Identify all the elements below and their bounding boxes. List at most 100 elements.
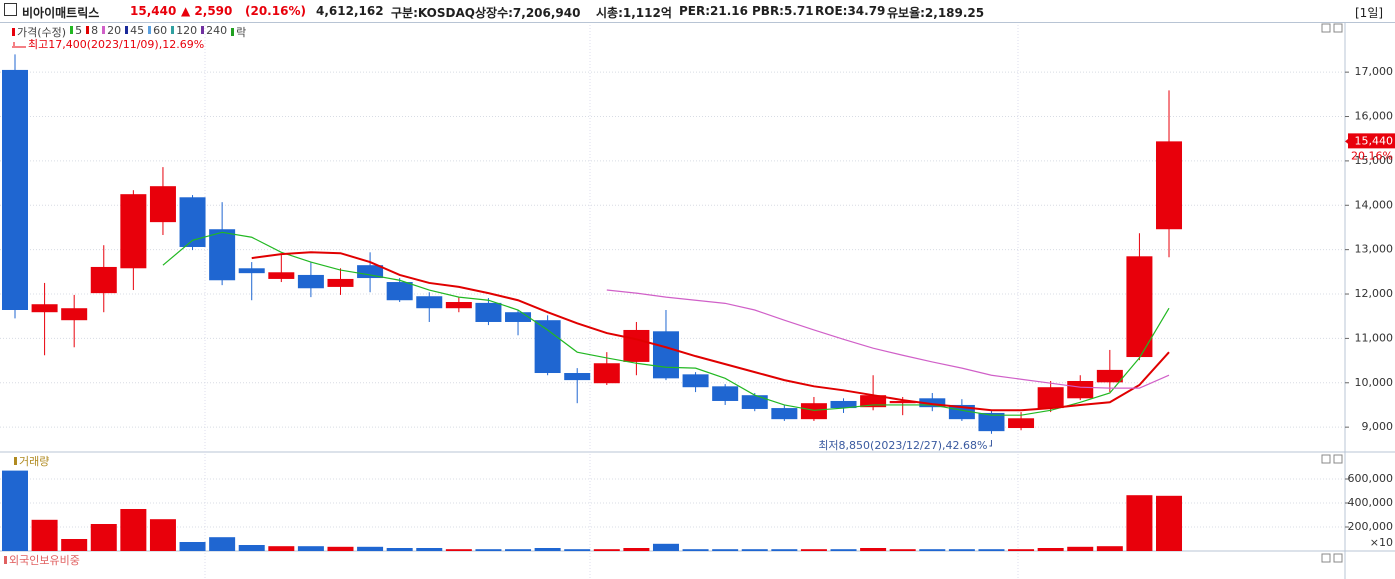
candle-body <box>445 302 472 309</box>
legend-label: 120 <box>176 24 198 37</box>
header-bar: 비아이매트릭스 15,440 ▲ 2,590 (20.16%) 4,612,16… <box>0 0 1395 23</box>
unit-label: ×10 <box>1370 536 1393 549</box>
legend-label: 45 <box>130 24 145 37</box>
legend-item: 60 <box>148 24 167 40</box>
candle-body <box>1126 256 1153 358</box>
stock-name: 비아이매트릭스 <box>22 6 100 20</box>
candle-body <box>889 400 916 404</box>
candle-body <box>1008 418 1035 429</box>
volume-bar <box>682 549 709 551</box>
candle-body <box>682 374 709 388</box>
candle-body <box>386 282 413 301</box>
volume-bar <box>1156 495 1183 551</box>
y-tick-label: 16,000 <box>1355 110 1394 123</box>
candle-body <box>534 320 561 374</box>
candle-body <box>919 398 946 408</box>
volume-bar <box>889 549 916 551</box>
candle-body <box>149 186 176 223</box>
panel-title: 외국인보유비중 <box>9 554 80 567</box>
candle-body <box>2 69 28 310</box>
legend-swatch <box>70 26 74 34</box>
shares: 상장수:7,206,940 <box>475 6 581 20</box>
volume-bar <box>948 549 975 551</box>
volume-bar <box>61 539 88 551</box>
volume-bar <box>860 548 887 551</box>
candle-body <box>741 395 768 409</box>
volume-bar <box>1008 549 1035 551</box>
candle-body <box>830 400 857 409</box>
legend-swatch <box>171 26 175 34</box>
candle-body <box>623 329 650 362</box>
candle-body <box>475 302 502 322</box>
legend-label: 5 <box>75 24 83 37</box>
pbr: PBR:5.71 <box>752 4 814 18</box>
volume-bar <box>534 548 561 551</box>
candle-body <box>416 296 443 309</box>
candle-body <box>652 331 679 379</box>
legend-label: 락 <box>236 26 247 39</box>
candle-body <box>357 265 384 279</box>
volume-bar <box>1037 548 1064 551</box>
volume-bar <box>416 548 443 551</box>
legend-swatch <box>125 26 129 34</box>
period[interactable]: [1일] <box>1355 6 1384 20</box>
candle-body <box>593 363 620 384</box>
volume-bar <box>623 548 650 551</box>
change-pct: (20.16%) <box>245 4 306 18</box>
candle-body <box>1037 387 1064 409</box>
y-tick-label: 11,000 <box>1355 331 1394 344</box>
volume-bar <box>771 549 798 551</box>
legend-swatch <box>201 26 205 34</box>
volume-bar <box>445 549 472 551</box>
volume-bar <box>564 549 591 551</box>
legend-item: 240 <box>201 24 227 40</box>
volume-bar <box>327 546 354 551</box>
candle-body <box>31 304 58 313</box>
legend-swatch <box>86 26 90 34</box>
volume-bar <box>800 549 827 551</box>
candle-body <box>297 274 324 289</box>
volume-bar <box>268 546 295 551</box>
ma-line <box>606 289 1170 389</box>
price: 15,440 <box>130 4 177 18</box>
per: PER:21.16 <box>679 4 748 18</box>
market: 구분:KOSDAQ <box>391 6 475 20</box>
candle-body <box>268 272 295 279</box>
legend-swatch <box>231 28 235 36</box>
volume-bar <box>209 537 236 551</box>
volume-bar <box>1126 495 1153 551</box>
volume-bar <box>386 548 413 551</box>
candle-body <box>179 197 206 247</box>
volume-bar <box>120 509 147 551</box>
legend-item: 가격(수정) <box>12 24 66 40</box>
volume-bar <box>31 519 58 551</box>
legend-label: 8 <box>91 24 99 37</box>
y-tick-label: 600,000 <box>1348 472 1394 485</box>
volume-bar <box>978 549 1005 551</box>
legend-swatch <box>12 28 15 36</box>
roe: ROE:34.79 <box>815 4 886 18</box>
volume-bar <box>919 549 946 551</box>
panel-swatch <box>14 457 17 465</box>
legend-swatch <box>102 26 106 34</box>
legend-item: 45 <box>125 24 144 40</box>
legend-label: 가격(수정) <box>17 26 67 39</box>
volume-bar <box>652 543 679 551</box>
candle-body <box>1067 380 1094 399</box>
change: ▲ 2,590 <box>181 4 233 18</box>
candle-body <box>978 412 1005 432</box>
volume-bar <box>179 542 206 551</box>
candle-body <box>564 373 591 381</box>
arrow <box>12 42 26 48</box>
y-tick-label: 14,000 <box>1355 198 1394 211</box>
legend-item: 8 <box>86 24 98 40</box>
y-tick-label: 13,000 <box>1355 243 1394 256</box>
checkbox[interactable] <box>4 3 17 16</box>
volume-bar <box>238 545 265 551</box>
legend-label: 240 <box>206 24 228 37</box>
candle-body <box>771 408 798 420</box>
legend-label: 20 <box>107 24 122 37</box>
legend-label: 60 <box>153 24 168 37</box>
reserve: 유보율:2,189.25 <box>887 6 985 20</box>
